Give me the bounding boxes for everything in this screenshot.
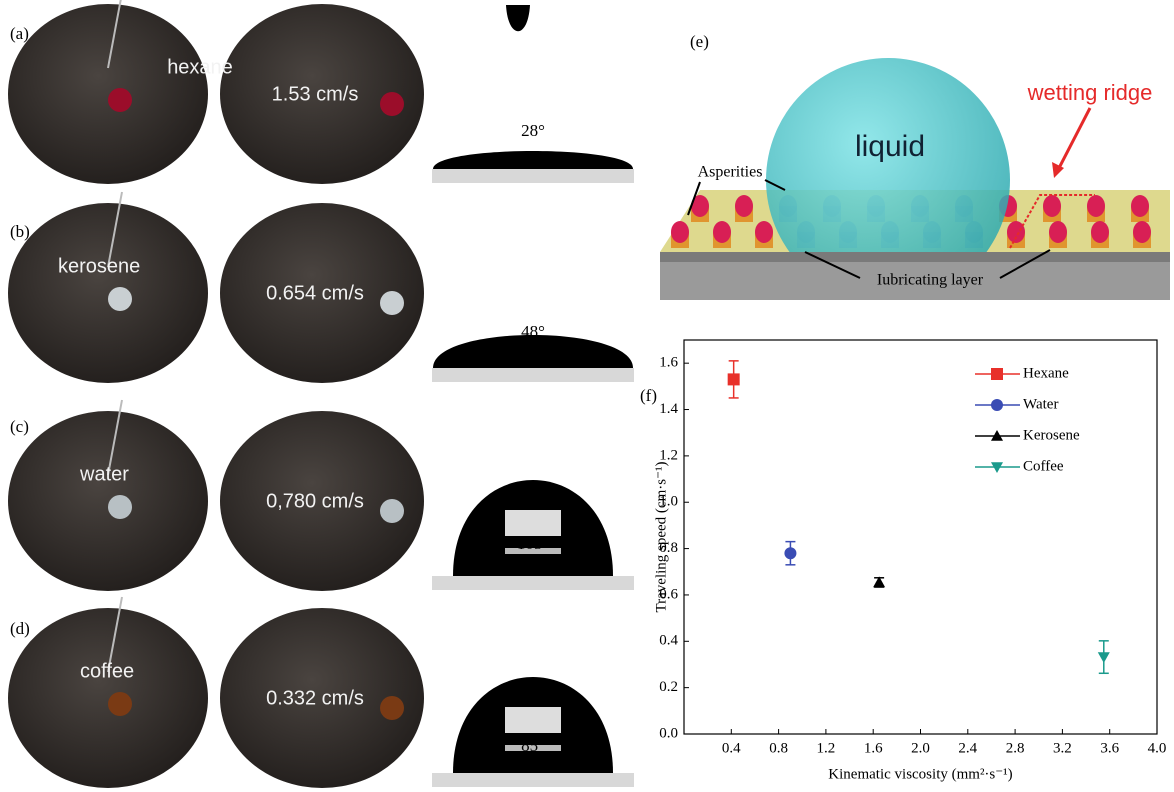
legend-marker	[991, 399, 1003, 411]
x-tick-label: 2.0	[911, 740, 930, 756]
legend-marker	[991, 368, 1003, 380]
droplet-label: liquid	[855, 130, 925, 163]
asperity-tip	[1043, 195, 1061, 217]
liquid-name: hexane	[167, 56, 233, 78]
x-tick-label: 3.2	[1053, 740, 1072, 756]
contact-angle: 105°	[517, 534, 549, 553]
asperities-label: Asperities	[698, 164, 763, 181]
panel-label: (f)	[640, 386, 657, 405]
x-tick-label: 2.4	[958, 740, 977, 756]
droplet	[380, 499, 404, 523]
speed-label: 0.332 cm/s	[266, 687, 364, 709]
asperity-tip	[671, 221, 689, 243]
asperity-tip	[1131, 195, 1149, 217]
asperity-tip	[735, 195, 753, 217]
speed-label: 0.654 cm/s	[266, 282, 364, 304]
diagram: (e) liquid wetting ridge Asperities Iubricat…	[660, 32, 1170, 302]
panel-label: (d)	[10, 619, 30, 638]
y-tick-label: 0.2	[659, 679, 678, 695]
legend-label: Kerosene	[1023, 427, 1080, 443]
x-tick-label: 0.8	[769, 740, 788, 756]
x-axis-label: Kinematic viscosity (mm²·s⁻¹)	[828, 766, 1012, 782]
y-tick-label: 0.4	[659, 633, 678, 649]
panel-label: (e)	[690, 32, 709, 51]
y-tick-label: 1.2	[659, 447, 678, 463]
speed-label: 1.53 cm/s	[272, 83, 359, 105]
asperity-tip	[1049, 221, 1067, 243]
contact-angle-image	[432, 169, 634, 183]
liquid-name: coffee	[80, 660, 134, 682]
contact-angle: 48°	[521, 322, 545, 341]
asperity-tip	[755, 221, 773, 243]
droplet	[380, 291, 404, 315]
ridge-arrow	[1058, 108, 1090, 170]
droplet	[108, 692, 132, 716]
data-point	[1098, 652, 1110, 663]
ridge-label: wetting ridge	[1027, 80, 1153, 105]
speed-label: 0,780 cm/s	[266, 490, 364, 512]
panel-label: (a)	[10, 24, 29, 43]
drop-highlight	[505, 707, 561, 733]
data-point	[784, 547, 796, 559]
photo-disc	[8, 203, 208, 383]
droplet	[108, 287, 132, 311]
asperity-tip	[713, 221, 731, 243]
drop-highlight	[505, 510, 561, 536]
asperity-tip	[1091, 221, 1109, 243]
droplet	[108, 88, 132, 112]
asperity-tip	[1087, 195, 1105, 217]
droplet	[380, 696, 404, 720]
panel-label: (c)	[10, 417, 29, 436]
droplet	[380, 92, 404, 116]
x-tick-label: 3.6	[1100, 740, 1119, 756]
droplet	[108, 495, 132, 519]
y-axis-label: Traveling speed (cm·s⁻¹)	[653, 461, 669, 612]
x-tick-label: 4.0	[1148, 740, 1167, 756]
photo-disc	[8, 411, 208, 591]
figure: (e) liquid wetting ridge Asperities Iubricat…	[0, 0, 1174, 792]
asperity-tip	[1133, 221, 1151, 243]
contact-angle: 85°	[521, 736, 545, 755]
plot-frame	[684, 340, 1157, 734]
photo-disc	[8, 4, 208, 184]
x-tick-label: 1.6	[864, 740, 883, 756]
y-tick-label: 1.4	[659, 401, 678, 417]
panel-label: (b)	[10, 222, 30, 241]
layer-label: Iubricating layer	[877, 272, 984, 289]
contact-angle-image	[432, 368, 634, 382]
data-point	[728, 373, 740, 385]
photo-disc	[8, 608, 208, 788]
contact-angle: 28°	[521, 121, 545, 140]
y-tick-label: 1.6	[659, 355, 678, 371]
legend-label: Hexane	[1023, 365, 1069, 381]
contact-angle-image	[432, 773, 634, 787]
x-tick-label: 2.8	[1006, 740, 1025, 756]
x-tick-label: 0.4	[722, 740, 741, 756]
legend-label: Water	[1023, 396, 1058, 412]
y-tick-label: 0.0	[659, 725, 678, 741]
sessile-drop	[433, 151, 633, 169]
legend-label: Coffee	[1023, 458, 1064, 474]
liquid-name: kerosene	[58, 255, 140, 277]
substrate-edge	[660, 252, 1170, 262]
contact-angle-image	[432, 576, 634, 590]
x-tick-label: 1.2	[817, 740, 836, 756]
liquid-name: water	[79, 463, 129, 485]
pendant-drop	[506, 5, 530, 31]
